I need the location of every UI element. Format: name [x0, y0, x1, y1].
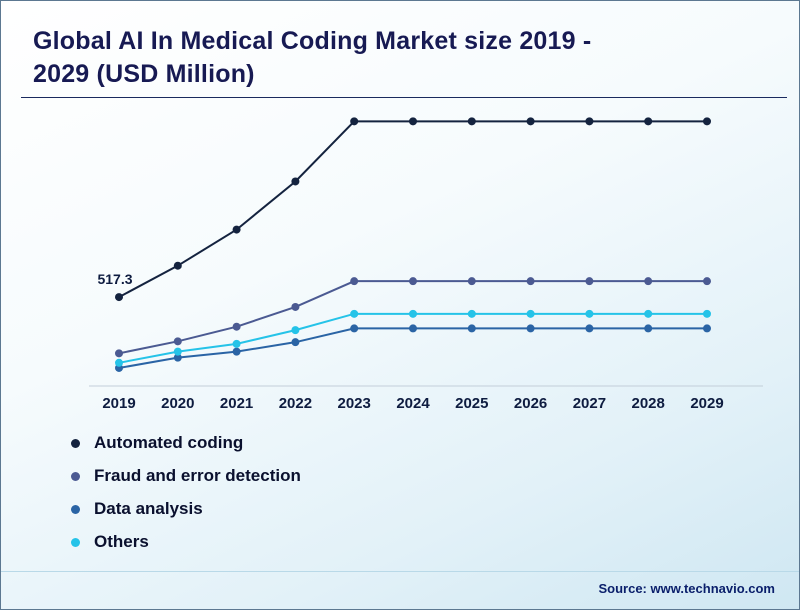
x-axis-label: 2020: [161, 395, 194, 412]
data-point: [703, 324, 711, 333]
data-point: [585, 277, 594, 286]
chart-legend: Automated coding Fraud and error detecti…: [71, 433, 301, 552]
data-point: [703, 277, 711, 286]
data-point: [526, 309, 535, 318]
data-point: [173, 347, 182, 356]
data-point: [585, 117, 594, 126]
data-point: [467, 324, 476, 333]
data-point: [291, 177, 300, 186]
data-point: [173, 337, 182, 346]
x-axis-label: 2028: [632, 395, 665, 412]
x-axis-label: 2026: [514, 395, 547, 412]
legend-item-data-analysis: Data analysis: [71, 499, 301, 519]
data-point: [585, 324, 594, 333]
data-point: [115, 293, 123, 302]
data-point: [291, 326, 300, 335]
source-attribution: Source: www.technavio.com: [598, 581, 775, 596]
page-title: Global AI In Medical Coding Market size …: [33, 27, 592, 88]
legend-dot-icon: [71, 504, 80, 514]
data-point: [526, 324, 535, 333]
data-point: [467, 277, 476, 286]
data-point: [585, 309, 594, 318]
data-point: [644, 277, 653, 286]
x-axis-label: 2023: [338, 395, 371, 412]
x-axis-label: 2025: [455, 395, 488, 412]
data-point: [467, 309, 476, 318]
data-point: [291, 338, 300, 347]
legend-item-others: Others: [71, 532, 301, 552]
data-point: [115, 358, 123, 367]
x-axis-label: 2019: [102, 395, 135, 412]
legend-label: Automated coding: [94, 433, 244, 452]
x-axis-label: 2027: [573, 395, 606, 412]
data-point: [115, 349, 123, 358]
data-point: [467, 117, 476, 126]
x-axis-label: 2029: [690, 395, 723, 412]
data-point: [232, 347, 241, 356]
data-point: [409, 117, 417, 126]
data-point: [409, 324, 417, 333]
series-line: [118, 120, 707, 298]
data-point: [232, 225, 241, 234]
footer-divider: [1, 571, 799, 572]
data-point: [644, 324, 653, 333]
legend-dot-icon: [71, 438, 80, 448]
data-point: [350, 277, 359, 286]
legend-label: Data analysis: [94, 499, 203, 518]
data-point: [703, 117, 711, 126]
legend-label: Fraud and error detection: [94, 466, 301, 485]
data-point: [291, 302, 300, 311]
legend-label: Others: [94, 532, 149, 551]
data-point: [173, 261, 182, 270]
data-label: 517.3: [97, 271, 132, 287]
data-point: [526, 277, 535, 286]
data-point: [409, 309, 417, 318]
x-axis-label: 2022: [279, 395, 312, 412]
data-point: [350, 117, 359, 126]
x-axis-label: 2021: [220, 395, 253, 412]
legend-dot-icon: [71, 537, 80, 547]
legend-dot-icon: [71, 471, 80, 481]
data-point: [409, 277, 417, 286]
data-point: [526, 117, 535, 126]
data-point: [232, 339, 241, 348]
legend-item-automated-coding: Automated coding: [71, 433, 301, 453]
x-axis-label: 2024: [396, 395, 430, 412]
data-point: [350, 309, 359, 318]
data-point: [644, 117, 653, 126]
data-point: [232, 322, 241, 331]
data-point: [173, 353, 182, 362]
legend-item-fraud-error-detection: Fraud and error detection: [71, 466, 301, 486]
title-divider: [21, 97, 787, 98]
data-point: [350, 324, 359, 333]
data-point: [703, 309, 711, 318]
data-point: [644, 309, 653, 318]
